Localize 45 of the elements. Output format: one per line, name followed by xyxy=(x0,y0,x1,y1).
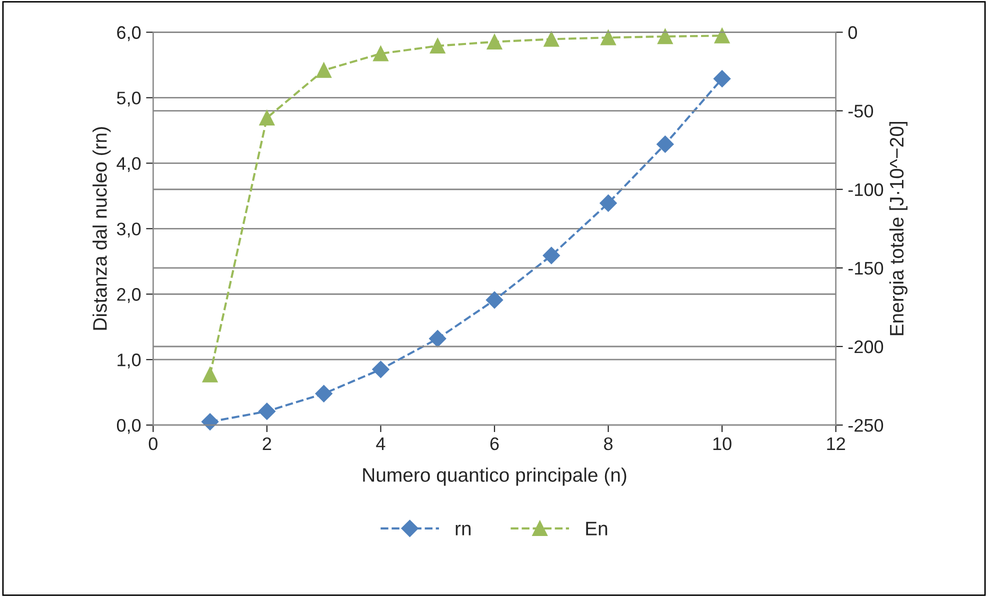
point xyxy=(542,246,560,264)
y2-tick-label: 0 xyxy=(848,26,857,39)
point xyxy=(714,70,731,88)
y2-tick-label: -100 xyxy=(848,183,884,196)
x-tick-label: 10 xyxy=(713,437,732,450)
legend-label: rn xyxy=(456,524,471,536)
y-tick-label: 2,0 xyxy=(117,288,141,303)
point xyxy=(658,28,673,44)
y-tick-label: 5,0 xyxy=(116,92,141,107)
point xyxy=(315,385,332,402)
y-tick-label: 0,0 xyxy=(116,419,141,434)
y-tick-label: 6,0 xyxy=(117,26,141,42)
point xyxy=(600,194,617,212)
x-tick-label: 0 xyxy=(148,437,158,450)
y-tick-label: 3,0 xyxy=(116,222,141,238)
y2-tick-label: -50 xyxy=(848,104,874,118)
point xyxy=(259,110,275,126)
x-tick-label: 8 xyxy=(604,437,613,450)
x-axis-title: Numero quantico principale (n) xyxy=(363,468,626,486)
y2-tick-label: -150 xyxy=(848,262,884,275)
point xyxy=(202,367,218,382)
y2-axis-title: Energia totale [J·10^−20] xyxy=(889,122,908,336)
y2-tick-label: -250 xyxy=(848,419,884,432)
legend-label: En xyxy=(586,522,608,536)
point xyxy=(430,38,446,54)
y2-tick-label: -200 xyxy=(848,340,884,354)
point xyxy=(486,34,502,50)
point xyxy=(486,291,504,309)
point xyxy=(201,413,219,430)
point xyxy=(372,360,390,378)
y-axis-title: Distanza dal nucleo (rn) xyxy=(92,127,111,330)
point xyxy=(600,30,616,46)
point xyxy=(316,62,332,78)
x-tick-label: 2 xyxy=(262,437,272,450)
point xyxy=(544,32,560,47)
x-tick-label: 12 xyxy=(827,437,845,450)
point xyxy=(714,28,730,44)
point xyxy=(373,46,388,62)
point xyxy=(656,136,674,153)
point xyxy=(429,330,446,348)
y-tick-label: 4,0 xyxy=(116,157,141,172)
y-tick-label: 1,0 xyxy=(118,354,141,368)
x-tick-label: 4 xyxy=(376,438,386,450)
point xyxy=(258,402,276,420)
x-tick-label: 6 xyxy=(490,437,499,450)
